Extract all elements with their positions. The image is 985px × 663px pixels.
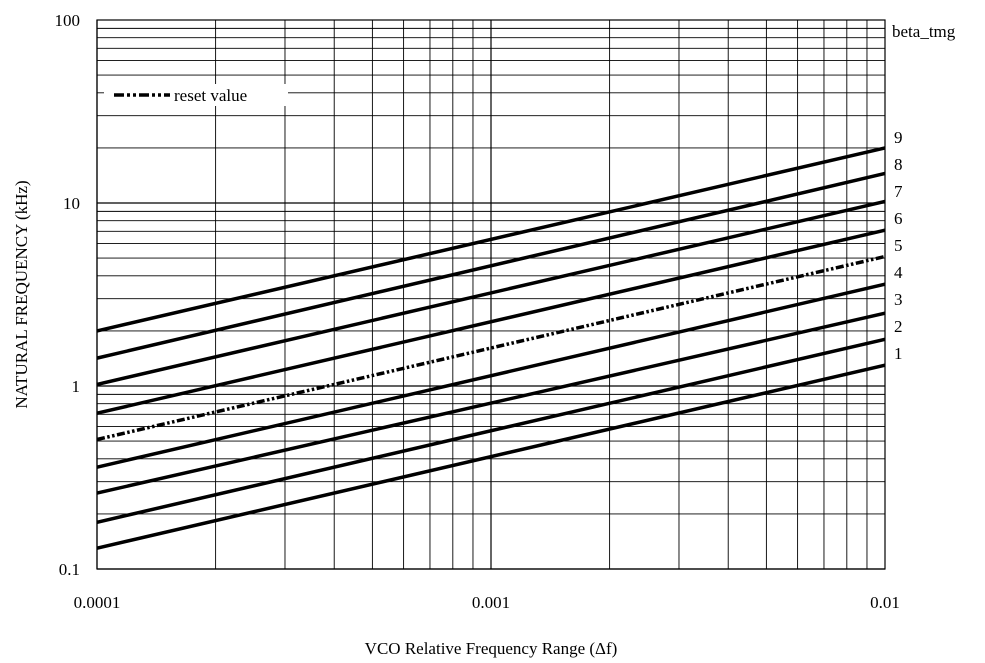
series-line-6 bbox=[96, 228, 886, 415]
series-line-5 bbox=[96, 254, 886, 442]
series-line-1 bbox=[96, 363, 886, 550]
y-tick-label: 1 bbox=[72, 377, 81, 396]
x-tick-label: 0.0001 bbox=[74, 593, 121, 612]
x-tick-label: 0.01 bbox=[870, 593, 900, 612]
series-line-8 bbox=[96, 171, 886, 360]
series-line-3 bbox=[96, 311, 886, 495]
y-tick-label: 100 bbox=[55, 11, 81, 30]
series-line-7 bbox=[96, 199, 886, 387]
x-axis-label: VCO Relative Frequency Range (Δf) bbox=[365, 639, 618, 658]
series-line-9 bbox=[96, 146, 886, 333]
x-tick-labels: 0.0001 0.001 0.01 bbox=[74, 593, 900, 612]
series-label-7: 7 bbox=[894, 182, 903, 201]
legend-background bbox=[104, 84, 288, 106]
y-tick-label: 10 bbox=[63, 194, 80, 213]
y-tick-label: 0.1 bbox=[59, 560, 80, 579]
x-tick-label: 0.001 bbox=[472, 593, 510, 612]
y-tick-labels: 0.1 1 10 100 bbox=[55, 11, 81, 579]
series-label-8: 8 bbox=[894, 155, 903, 174]
series-labels: 9 8 7 6 5 4 3 2 1 bbox=[894, 128, 903, 363]
series-label-2: 2 bbox=[894, 317, 903, 336]
series-line-2 bbox=[96, 337, 886, 524]
series-label-9: 9 bbox=[894, 128, 903, 147]
series-line-4 bbox=[96, 282, 886, 469]
series-label-header: beta_tmg bbox=[892, 22, 956, 41]
legend: reset value bbox=[104, 84, 288, 106]
series-label-6: 6 bbox=[894, 209, 903, 228]
legend-label-reset-value: reset value bbox=[174, 86, 247, 105]
series-label-1: 1 bbox=[894, 344, 903, 363]
series-label-3: 3 bbox=[894, 290, 903, 309]
y-axis-label: NATURAL FREQUENCY (kHz) bbox=[12, 180, 31, 408]
series-label-4: 4 bbox=[894, 263, 903, 282]
series-layer bbox=[96, 146, 886, 550]
plot-frame bbox=[96, 19, 886, 570]
series-label-5: 5 bbox=[894, 236, 903, 255]
